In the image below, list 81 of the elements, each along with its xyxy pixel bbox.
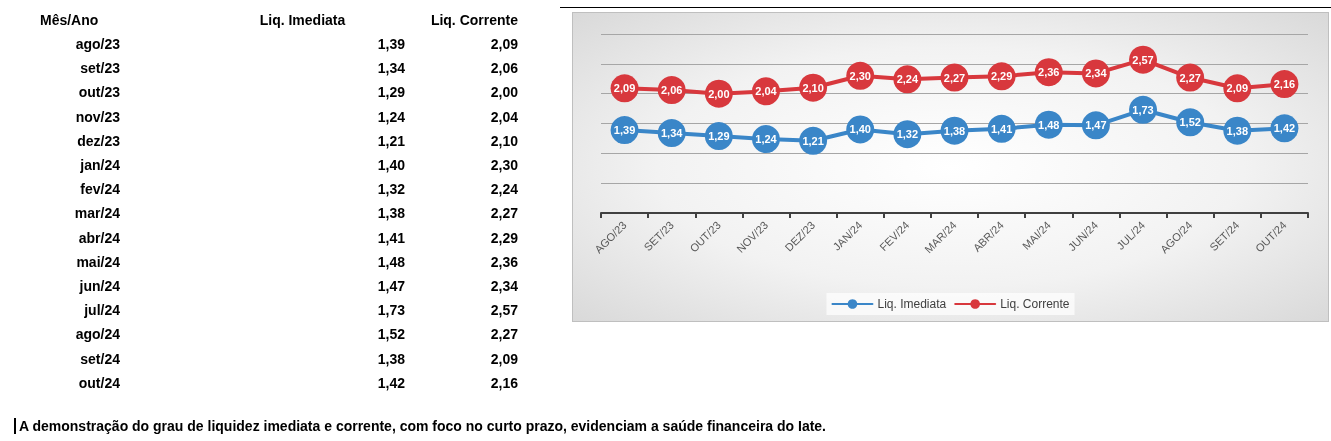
text: 2,16 <box>490 374 518 391</box>
category-label: ago/24 <box>74 326 120 343</box>
category-label: mar/24 <box>73 205 120 222</box>
text: 1,40 <box>377 157 405 173</box>
text: 2,04 <box>490 108 518 125</box>
text: A demonstração do grau de liquidez imediata e corrente, com foco no curto prazo, evidenciam a saúde financeira do Iate. <box>14 418 1219 434</box>
data-label: 2,27 <box>1179 71 1201 84</box>
data-label: 2,57 <box>1132 53 1154 66</box>
category-label: mai/24 <box>75 253 120 270</box>
data-label: 2,04 <box>755 85 778 98</box>
text: 1,42 <box>377 374 405 391</box>
text: 2,27 <box>490 205 518 222</box>
text: 2,09 <box>490 36 518 52</box>
data-label: 2,09 <box>1226 82 1249 95</box>
text: Liq. Imediata <box>259 12 346 28</box>
category-label: nov/23 <box>74 108 120 125</box>
text: 1,39 <box>377 36 405 52</box>
category-label: set/23 <box>79 60 120 77</box>
text: 2,27 <box>490 326 518 343</box>
data-label: 2,30 <box>849 69 871 82</box>
text: 1,32 <box>377 181 405 198</box>
data-label: 2,29 <box>990 70 1013 83</box>
category-label: fev/24 <box>79 181 120 198</box>
data-label: 2,27 <box>943 71 966 84</box>
category-label: jan/24 <box>79 157 120 173</box>
text: 1,38 <box>377 350 405 367</box>
text: 1,52 <box>377 326 405 343</box>
legend-label: Liq. Corrente <box>1000 297 1070 311</box>
data-label: 2,24 <box>896 73 919 86</box>
text: 2,10 <box>490 132 518 149</box>
data-label: 1,41 <box>990 122 1013 135</box>
data-label: 2,36 <box>1038 66 1060 79</box>
text: 2,34 <box>490 278 518 294</box>
category-label: set/24 <box>79 350 120 367</box>
text: 1,29 <box>377 84 405 101</box>
data-label: 1,39 <box>613 124 636 137</box>
category-label: out/24 <box>77 374 120 391</box>
text: 2,24 <box>490 181 518 198</box>
text: 2,30 <box>490 157 518 173</box>
text: 2,09 <box>490 350 518 367</box>
data-label: 1,34 <box>660 127 684 140</box>
data-label: 2,16 <box>1273 78 1296 91</box>
text: 2,57 <box>490 302 518 319</box>
text: 1,73 <box>377 302 405 319</box>
data-label: 1,40 <box>849 123 871 136</box>
text: 2,29 <box>490 229 518 246</box>
text: 1,21 <box>377 132 405 149</box>
category-label: out/23 <box>77 84 120 101</box>
category-label: dez/23 <box>76 132 120 149</box>
data-label: 2,34 <box>1085 67 1108 80</box>
text: 2,00 <box>490 84 518 101</box>
data-label: 2,09 <box>613 82 636 95</box>
text: 1,38 <box>377 205 405 222</box>
category-label: ago/23 <box>74 36 120 52</box>
data-label: 2,10 <box>802 81 824 94</box>
text: 2,36 <box>490 253 518 270</box>
text: 1,48 <box>377 253 405 270</box>
text: Mês/Ano <box>40 12 100 28</box>
legend-label: Liq. Imediata <box>877 297 947 311</box>
data-label: 1,73 <box>1132 103 1154 116</box>
data-label: 1,32 <box>896 128 919 141</box>
data-label: 1,47 <box>1085 119 1107 132</box>
data-label: 1,38 <box>943 124 966 137</box>
category-label: abr/24 <box>77 229 120 246</box>
data-label: 1,29 <box>708 130 730 143</box>
text: 1,24 <box>377 108 405 125</box>
data-label: 1,21 <box>802 134 824 147</box>
text: 1,47 <box>377 278 405 294</box>
text: Liq. Corrente <box>430 12 518 28</box>
data-label: 2,00 <box>708 87 730 100</box>
text: 1,41 <box>377 229 405 246</box>
data-label: 1,38 <box>1226 124 1249 137</box>
text: 1,34 <box>377 60 405 77</box>
text: 2,06 <box>490 60 518 77</box>
data-label: 1,48 <box>1038 118 1060 131</box>
data-label: 1,42 <box>1273 122 1296 135</box>
data-label: 1,52 <box>1179 116 1201 129</box>
category-label: jun/24 <box>78 278 120 294</box>
category-label: jul/24 <box>83 302 120 319</box>
data-label: 1,24 <box>755 133 778 146</box>
data-label: 2,06 <box>660 84 683 97</box>
